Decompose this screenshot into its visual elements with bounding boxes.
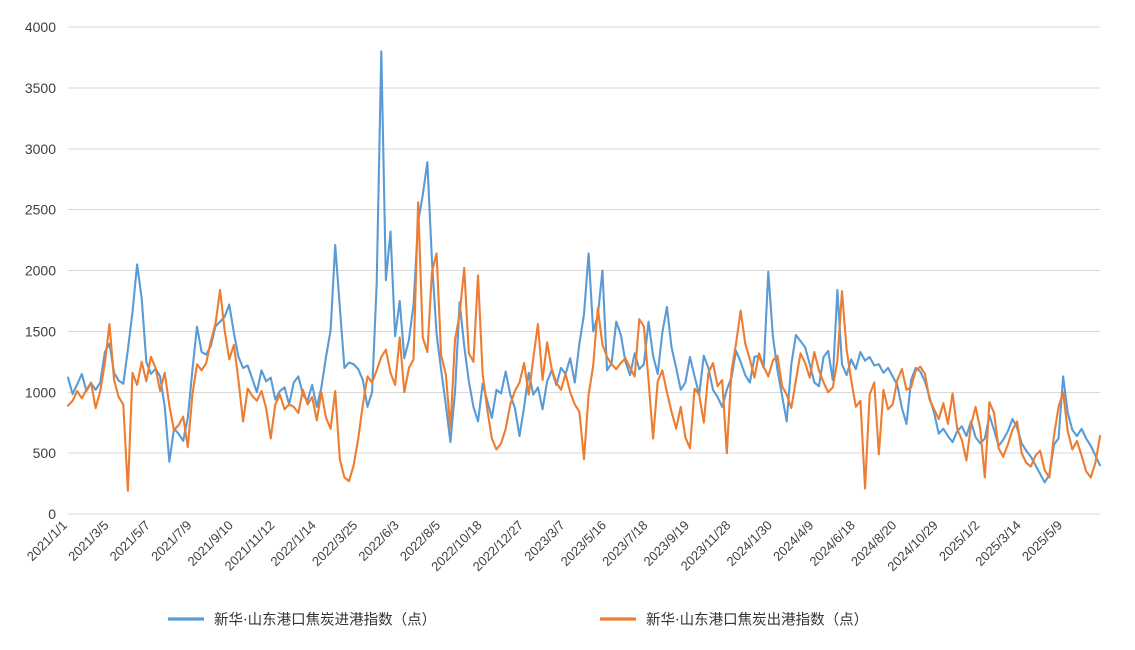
x-axis-tick-label: 2021/5/7	[107, 518, 153, 564]
series-line-1	[66, 50, 1102, 484]
x-axis-tick-label: 2025/5/9	[1019, 518, 1065, 564]
x-axis-tick-labels: 2021/1/12021/3/52021/5/72021/7/92021/9/1…	[24, 518, 1066, 575]
series-line-2	[66, 201, 1102, 492]
x-axis-tick-label: 2021/3/5	[65, 518, 111, 564]
chart-legend[interactable]: 新华·山东港口焦炭进港指数（点） 新华·山东港口焦炭出港指数（点）	[168, 612, 868, 629]
y-axis-tick-label: 3000	[25, 141, 56, 157]
y-axis-tick-label: 0	[48, 506, 56, 522]
x-axis-tick-label: 2024/1/30	[724, 518, 776, 570]
y-axis-tick-label: 4000	[25, 19, 56, 35]
y-axis-tick-label: 3500	[25, 80, 56, 96]
x-axis-tick-label: 2021/1/1	[24, 518, 70, 564]
y-axis-tick-label: 2500	[25, 202, 56, 218]
x-axis-tick-label: 2025/3/14	[972, 518, 1024, 570]
x-axis-tick-label: 2022/6/3	[355, 518, 401, 564]
x-axis-tick-label: 2022/3/25	[309, 518, 361, 570]
data-series	[66, 50, 1102, 492]
y-axis-tick-label: 1500	[25, 323, 56, 339]
legend-label-2[interactable]: 新华·山东港口焦炭出港指数（点）	[646, 612, 868, 629]
legend-label-1[interactable]: 新华·山东港口焦炭进港指数（点）	[214, 612, 436, 629]
y-axis-tick-label: 2000	[25, 263, 56, 279]
gridlines	[68, 26, 1100, 515]
y-axis-tick-label: 500	[33, 445, 57, 461]
y-axis-tick-label: 1000	[25, 384, 56, 400]
y-axis-tick-labels: 0 500 1000 1500 2000 2500 3000 3500 4000	[25, 19, 56, 522]
